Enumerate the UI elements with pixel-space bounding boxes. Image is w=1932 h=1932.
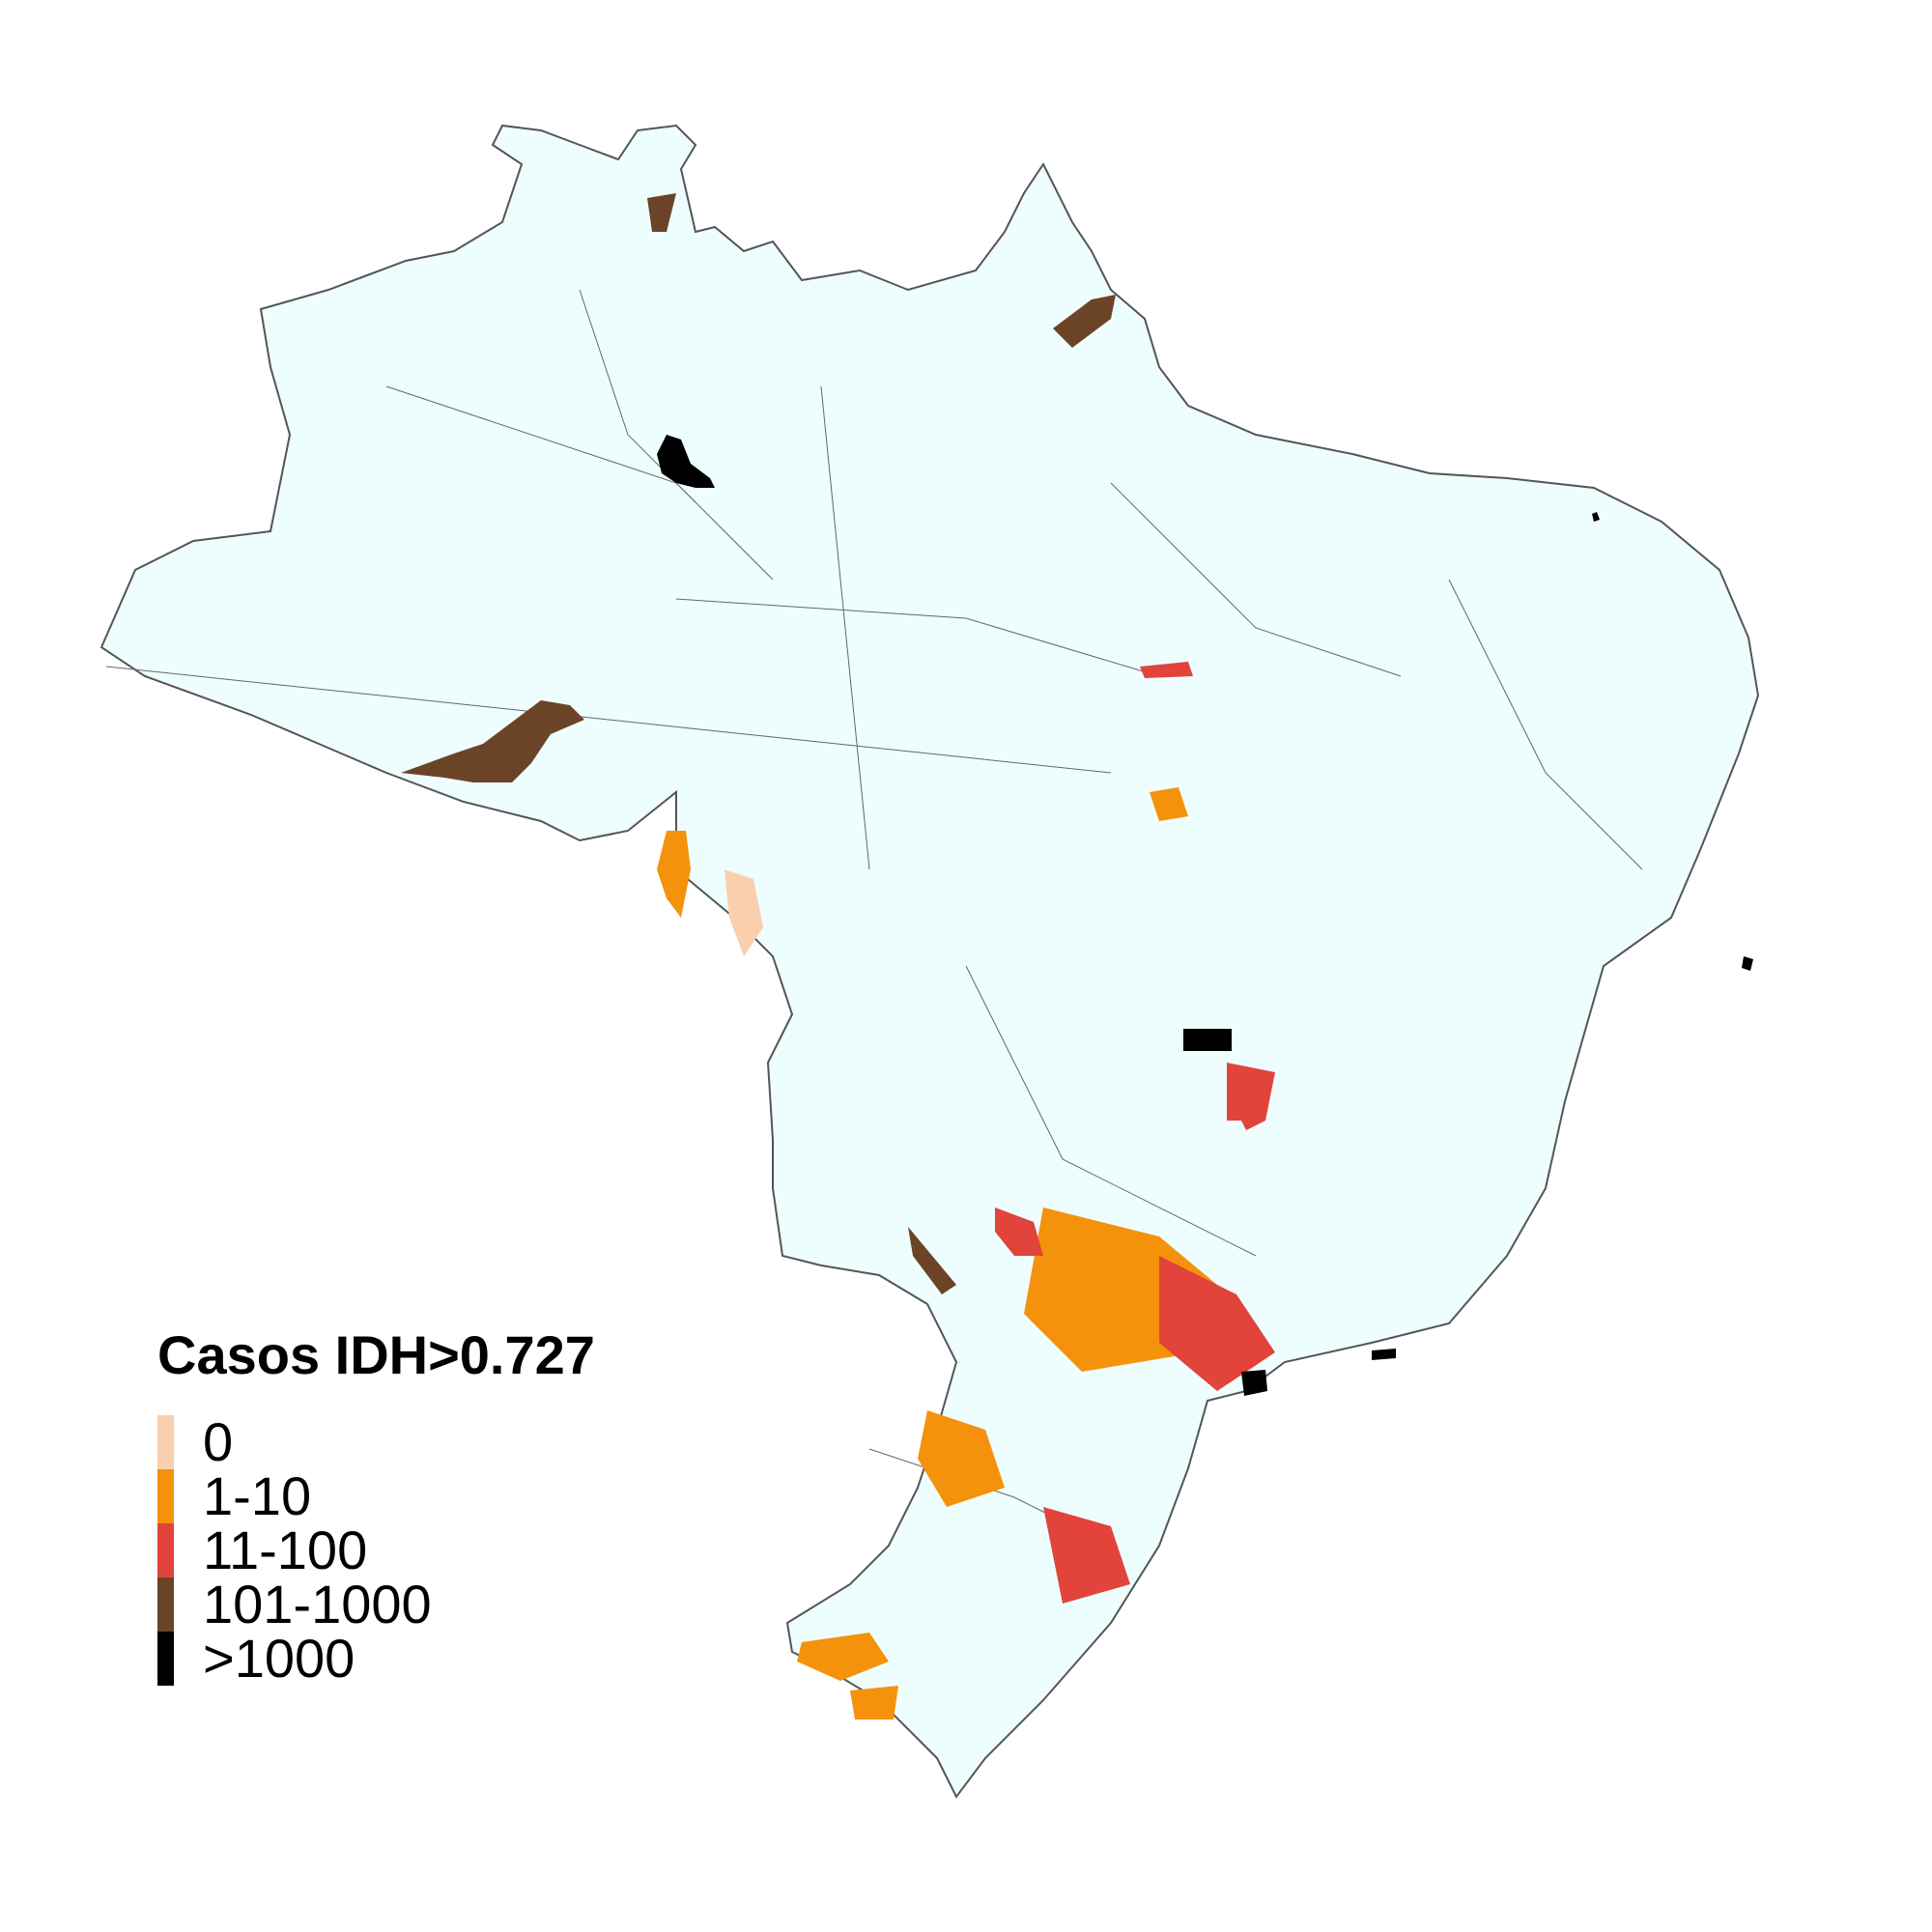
legend-item: >1000 (157, 1632, 595, 1686)
region-pr (918, 1410, 1005, 1507)
region-rs-2 (850, 1686, 898, 1719)
region-ma (1140, 662, 1193, 678)
legend-label: 101-1000 (203, 1574, 432, 1634)
region-ne-1 (1742, 956, 1753, 971)
region-center (1183, 1029, 1232, 1051)
legend-title: Casos IDH>0.727 (157, 1324, 595, 1385)
legend-swatch (157, 1469, 174, 1523)
region-amapa (1053, 295, 1116, 348)
legend-rows: 0 1-10 11-100 101-1000 >1000 (157, 1415, 595, 1686)
legend-item: 0 (157, 1415, 595, 1469)
region-ro-2 (724, 869, 763, 956)
region-sp-2 (1159, 1256, 1275, 1391)
legend-swatch (157, 1577, 174, 1632)
region-ne-2 (1592, 512, 1600, 522)
region-rs-1 (797, 1633, 889, 1681)
region-ms (995, 1208, 1043, 1256)
region-ro-1 (657, 831, 691, 918)
legend-item: 11-100 (157, 1523, 595, 1577)
legend-swatch (157, 1415, 174, 1469)
legend-item: 1-10 (157, 1469, 595, 1523)
region-go (1227, 1082, 1265, 1130)
region-acre (401, 700, 584, 782)
legend-label: 11-100 (203, 1520, 368, 1580)
highlighted-municipalities (401, 193, 1753, 1719)
region-sp-city (1241, 1370, 1267, 1396)
legend-item: 101-1000 (157, 1577, 595, 1632)
region-manaus (657, 435, 715, 488)
brazil-outline (99, 124, 1760, 1799)
region-mt (908, 1227, 956, 1294)
region-rj (1372, 1349, 1396, 1360)
legend-swatch (157, 1523, 174, 1577)
legend-label: >1000 (203, 1628, 355, 1689)
region-to (1150, 787, 1188, 821)
map-legend: Casos IDH>0.727 0 1-10 11-100 101-1000 >1000 (157, 1323, 595, 1686)
region-roraima (647, 193, 676, 232)
region-sc (1043, 1507, 1130, 1604)
legend-label: 1-10 (203, 1465, 312, 1526)
legend-swatch (157, 1632, 174, 1686)
legend-label: 0 (203, 1411, 234, 1472)
